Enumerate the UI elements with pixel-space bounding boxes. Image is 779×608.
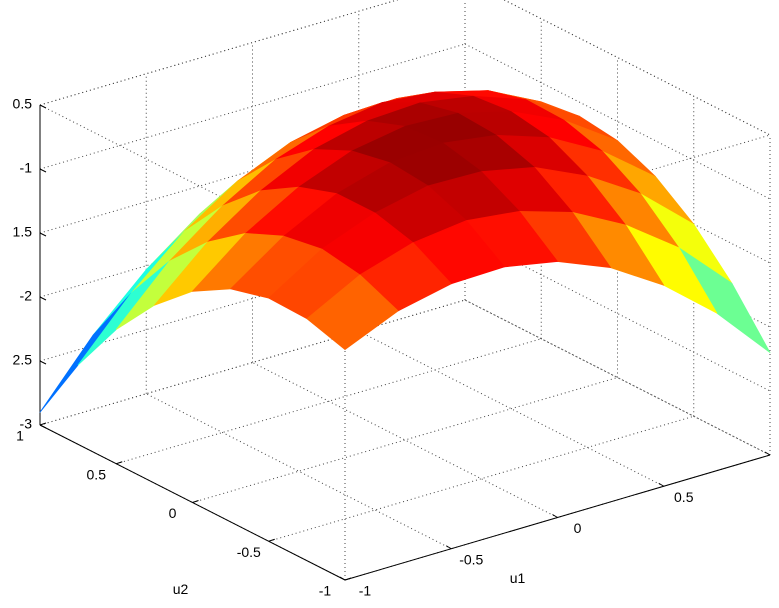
z-tick-label: 1.5 bbox=[13, 224, 33, 240]
y-tick-label: -1 bbox=[319, 583, 332, 599]
x-axis-label: u1 bbox=[510, 570, 526, 586]
z-tick-label: 0.5 bbox=[13, 96, 33, 112]
tick-mark bbox=[192, 500, 199, 503]
surface-patch bbox=[306, 274, 399, 351]
z-tick-label: 2.5 bbox=[13, 352, 33, 368]
tick-mark bbox=[339, 576, 346, 581]
tick-mark bbox=[39, 296, 47, 301]
y-axis-label: u2 bbox=[173, 581, 189, 597]
x-tick-label: 0.5 bbox=[674, 489, 694, 505]
tick-mark bbox=[39, 232, 47, 237]
x-tick-label: -0.5 bbox=[459, 551, 483, 567]
tick-mark bbox=[445, 545, 452, 550]
z-tick-label: -3 bbox=[20, 416, 33, 432]
tick-mark bbox=[344, 577, 352, 581]
y-tick-label: 0 bbox=[169, 505, 177, 521]
tick-mark bbox=[39, 422, 47, 426]
tick-mark bbox=[658, 482, 665, 487]
z-tick-label: -2 bbox=[20, 288, 33, 304]
tick-mark bbox=[116, 461, 123, 465]
y-tick-label: -0.5 bbox=[237, 544, 261, 560]
tick-mark bbox=[764, 451, 771, 456]
tick-mark bbox=[552, 514, 558, 518]
x-tick-label: 0 bbox=[574, 520, 582, 536]
x-tick-label: -1 bbox=[359, 583, 372, 599]
tick-mark bbox=[39, 424, 47, 429]
tick-mark bbox=[268, 538, 275, 542]
z-tick-label: -1 bbox=[20, 160, 33, 176]
y-tick-label: 0.5 bbox=[87, 466, 107, 482]
tick-mark bbox=[39, 168, 47, 173]
tick-mark bbox=[39, 104, 47, 109]
tick-mark bbox=[39, 360, 47, 365]
y-tick-label: 1 bbox=[16, 428, 24, 444]
